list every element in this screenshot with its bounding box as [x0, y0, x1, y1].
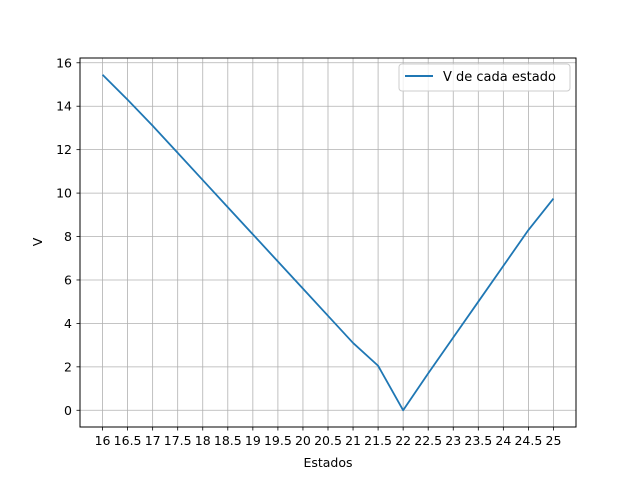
x-tick-label: 23 [445, 433, 461, 448]
x-tick-label: 19 [245, 433, 261, 448]
series-layer [101, 74, 555, 412]
y-tick-label: 10 [56, 186, 72, 201]
x-tick-label: 22 [395, 433, 411, 448]
y-tick-label: 0 [64, 403, 72, 418]
y-axis-label: V [30, 237, 45, 246]
y-tick-label: 8 [64, 229, 72, 244]
y-tick-label: 2 [64, 359, 72, 374]
y-tick-label: 14 [56, 99, 72, 114]
x-tick-label: 17 [145, 433, 161, 448]
x-tick-label: 21 [345, 433, 361, 448]
x-tick-label: 20 [295, 433, 311, 448]
grid [80, 58, 576, 427]
x-tick-label: 25 [546, 433, 562, 448]
x-tick-label: 16 [95, 433, 111, 448]
y-tick-label: 6 [64, 272, 72, 287]
x-tick-label: 22.5 [414, 433, 442, 448]
x-tick-label: 21.5 [364, 433, 392, 448]
x-tick-label: 23.5 [464, 433, 492, 448]
y-tick-label: 4 [64, 316, 72, 331]
x-tick-label: 19.5 [264, 433, 292, 448]
x-tick-label: 17.5 [164, 433, 192, 448]
x-tick-label: 20.5 [314, 433, 342, 448]
x-tick-label: 16.5 [114, 433, 142, 448]
legend-box [398, 63, 571, 92]
x-tick-label: 18 [195, 433, 211, 448]
x-tick-label: 24.5 [514, 433, 542, 448]
x-tick-label: 24 [495, 433, 511, 448]
legend: V de cada estado [398, 63, 571, 92]
series-line [101, 74, 555, 412]
x-tick-label: 18.5 [214, 433, 242, 448]
ticks: 16 16.5 17 17.5 18 18.5 19 19.5 20 20.5 21 21.5 22 22… [56, 55, 561, 448]
y-tick-label: 16 [56, 55, 72, 70]
y-tick-label: 12 [56, 142, 72, 157]
x-axis-label: Estados [303, 455, 352, 470]
legend-label: V de cada estado [443, 70, 556, 85]
